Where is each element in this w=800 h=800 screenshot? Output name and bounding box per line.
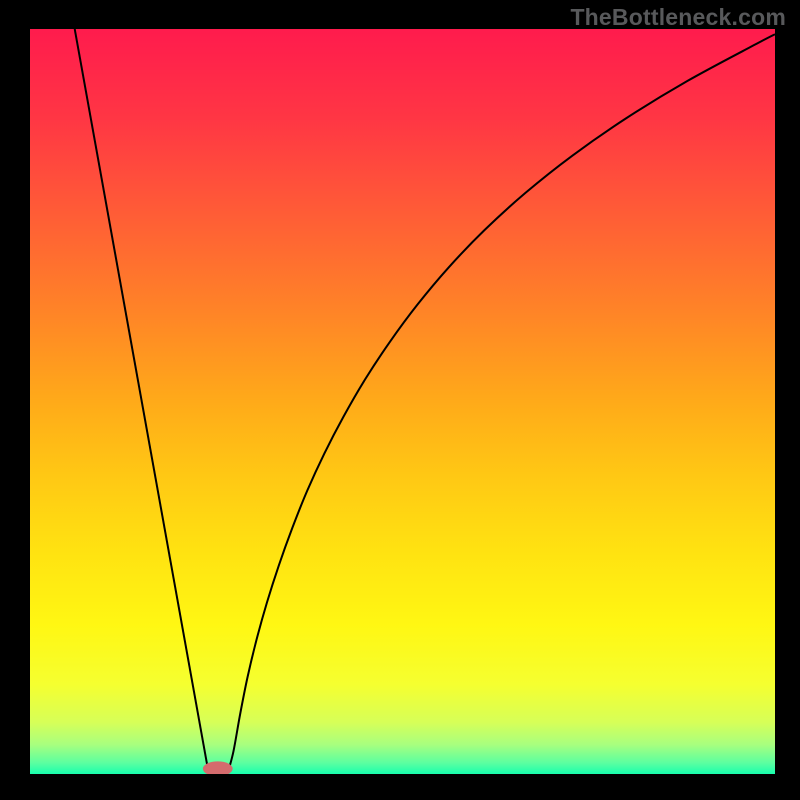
- chart-svg: [30, 29, 775, 774]
- chart-plot-area: [30, 29, 775, 774]
- watermark-text: TheBottleneck.com: [570, 4, 786, 31]
